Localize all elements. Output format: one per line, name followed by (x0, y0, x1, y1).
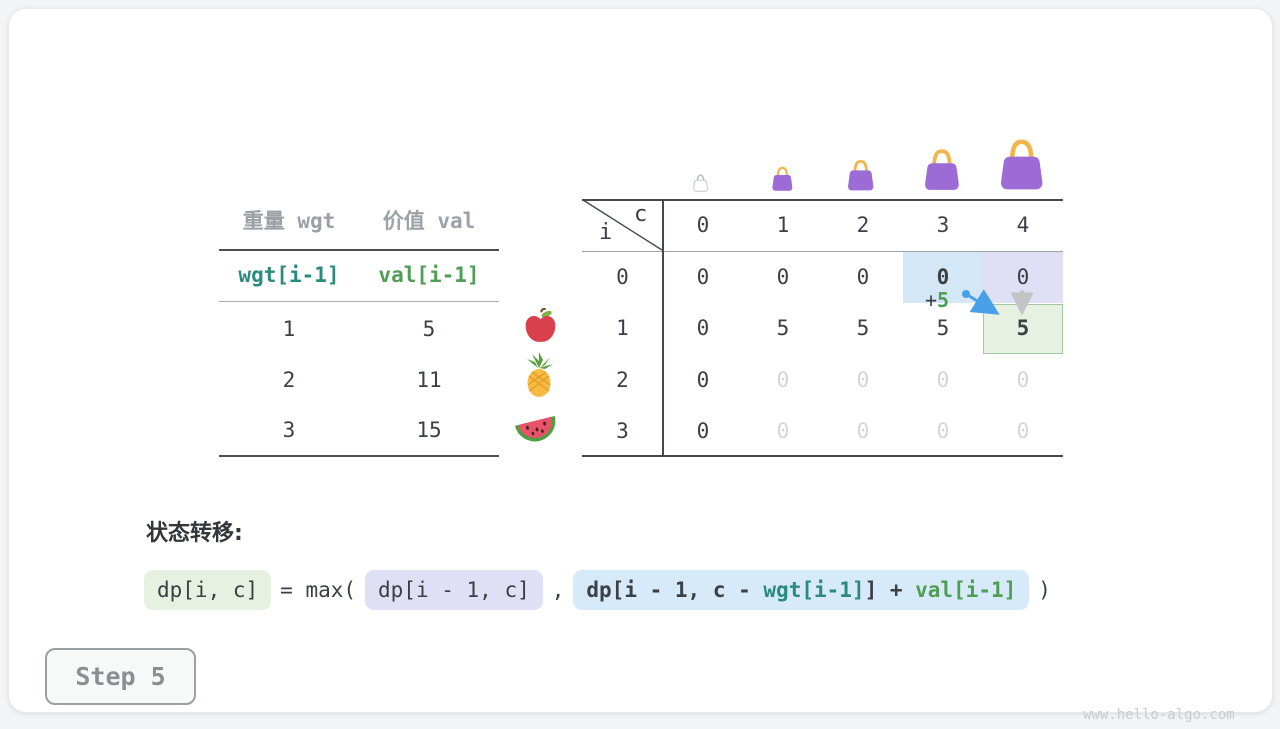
dp-cell-1-2: 5 (856, 316, 870, 341)
bag-capacity-1-icon (770, 166, 795, 192)
item-value: 5 (422, 317, 436, 341)
dp-cell-3-1: 0 (776, 419, 790, 444)
item-weight: 3 (282, 418, 296, 442)
dp-row-header-1: 1 (616, 316, 629, 341)
row-axis-label: i (599, 220, 613, 245)
dp-rule-bottom (582, 455, 1063, 457)
item-weight: 1 (282, 317, 296, 341)
watermelon-icon (514, 408, 559, 447)
formula-take-val: val[i-1] (915, 578, 1017, 602)
dp-cell-1-3: 5 (936, 316, 950, 341)
dp-cell-0-4: 0 (1016, 264, 1030, 289)
dp-col-header-0: 0 (696, 213, 710, 237)
dp-col-header-1: 1 (776, 213, 790, 237)
formula-dp-current: dp[i, c] (144, 570, 272, 610)
apple-icon (523, 308, 558, 345)
pineapple-icon (519, 352, 559, 398)
annotation-plus-5: +5 (925, 288, 949, 312)
wgt-subheader: wgt[i-1] (238, 263, 340, 287)
bag-capacity-4-icon (996, 138, 1047, 192)
item-value: 15 (416, 418, 442, 442)
dp-cell-2-0: 0 (696, 367, 710, 392)
items-table-rule-bottom (219, 455, 499, 457)
items-table-subheader: wgt[i-1] val[i-1] (219, 258, 499, 292)
items-table: 重量 wgt 价值 val wgt[i-1] val[i-1] 1 5 2 11 3 15 (219, 204, 499, 459)
dp-row-header-3: 3 (616, 419, 629, 444)
formula-dp-skip: dp[i - 1, c] (365, 570, 543, 610)
bag-capacity-2-icon (845, 159, 876, 192)
dp-cell-1-1: 5 (776, 316, 790, 341)
formula-take-prefix: dp[i - 1, c - (586, 578, 764, 602)
dp-cell-0-2: 0 (856, 264, 870, 289)
dp-cell-1-4: 5 (1016, 316, 1030, 341)
empty-bag-icon (692, 174, 709, 192)
dp-cell-1-0: 0 (696, 316, 710, 341)
state-transition-formula: dp[i, c] = max( dp[i - 1, c] , dp[i - 1,… (144, 569, 1051, 611)
dp-row-header-2: 2 (616, 367, 629, 392)
dp-rule-header (582, 251, 1063, 252)
items-table-rule-top (219, 249, 499, 251)
dp-cell-0-1: 0 (776, 264, 790, 289)
value-column-header: 价值 val (382, 209, 476, 233)
state-transition-label: 状态转移: (146, 521, 243, 546)
items-table-header: 重量 wgt 价值 val (219, 204, 499, 238)
formula-comma: , (551, 578, 565, 602)
dp-row-header-0: 0 (616, 264, 629, 289)
dp-cell-3-0: 0 (696, 419, 710, 444)
formula-max-open: = max( (280, 578, 357, 602)
dp-rule-vertical (662, 199, 664, 457)
formula-dp-take: dp[i - 1, c - wgt[i-1]] + val[i-1] (573, 570, 1030, 610)
dp-cell-3-2: 0 (856, 419, 870, 444)
dp-col-header-4: 4 (1016, 213, 1030, 237)
formula-close-paren: ) (1038, 578, 1051, 602)
dp-cell-2-3: 0 (936, 367, 950, 392)
dp-cell-2-2: 0 (856, 367, 870, 392)
annotation-value: 5 (937, 288, 950, 312)
item-row-3: 3 15 (219, 415, 499, 445)
dp-cell-3-4: 0 (1016, 419, 1030, 444)
watermark: www.hello-algo.com (1083, 707, 1235, 723)
step-button[interactable]: Step 5 (45, 648, 196, 705)
annotation-plus-sign: + (925, 288, 938, 312)
dp-cell-0-3: 0 (936, 264, 950, 289)
dp-cell-3-3: 0 (936, 419, 950, 444)
dp-col-header-3: 3 (936, 213, 950, 237)
corner-diagonal (582, 199, 663, 251)
dp-col-header-2: 2 (856, 213, 870, 237)
figure-card: 重量 wgt 价值 val wgt[i-1] val[i-1] 1 5 2 11 3 15… (8, 8, 1273, 723)
bag-capacity-3-icon (921, 148, 963, 192)
dp-cell-2-1: 0 (776, 367, 790, 392)
dp-cell-0-0: 0 (696, 264, 710, 289)
dp-cell-2-4: 0 (1016, 367, 1030, 392)
val-subheader: val[i-1] (378, 263, 480, 287)
item-row-2: 2 11 (219, 365, 499, 395)
items-table-rule-middle (219, 301, 499, 302)
item-value: 11 (416, 368, 442, 392)
dp-rule-top (582, 199, 1063, 201)
formula-take-wgt: wgt[i-1] (763, 578, 865, 602)
formula-take-middle: ] + (864, 578, 916, 602)
weight-column-header: 重量 wgt (242, 209, 336, 233)
item-weight: 2 (282, 368, 296, 392)
